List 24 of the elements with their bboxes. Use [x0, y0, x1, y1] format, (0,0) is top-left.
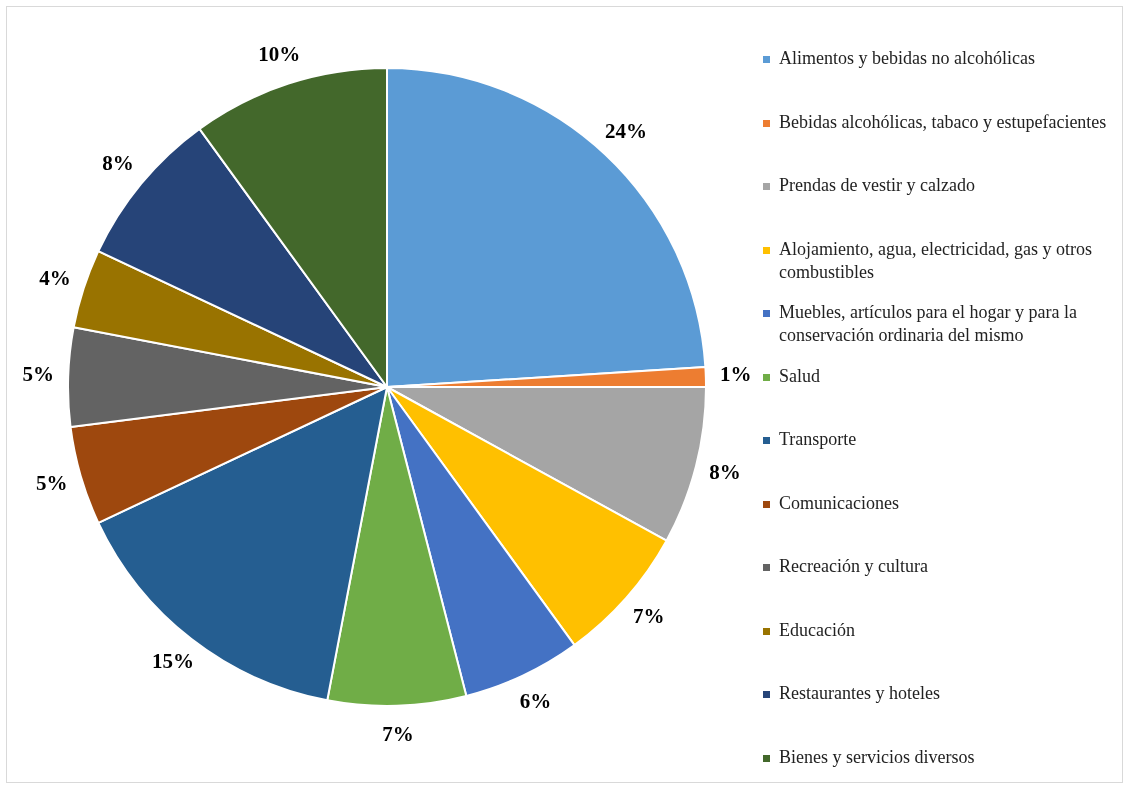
- legend-label: Alojamiento, agua, electricidad, gas y otros combustibles: [779, 237, 1093, 284]
- legend-label: Bienes y servicios diversos: [779, 745, 975, 769]
- legend-label: Prendas de vestir y calzado: [779, 174, 975, 197]
- data-label: 10%: [258, 41, 301, 66]
- legend-label: Muebles, artículos para el hogar y para la conservación ordinaria del mismo: [779, 301, 1078, 347]
- data-label: 6%: [519, 689, 552, 714]
- data-label: 15%: [152, 649, 195, 674]
- data-label: 8%: [102, 150, 134, 175]
- legend-label: Comunicaciones: [779, 491, 899, 515]
- data-label: 1%: [720, 362, 752, 387]
- data-label: 7%: [633, 604, 665, 629]
- legend-label: Transporte: [779, 428, 857, 451]
- legend-label: Recreación y cultura: [779, 555, 928, 578]
- legend-label: Educación: [779, 618, 855, 642]
- legend-label: Bebidas alcohólicas, tabaco y estupefacientes: [779, 110, 1107, 134]
- data-label: 4%: [39, 265, 71, 290]
- legend-label: Restaurantes y hoteles: [779, 682, 940, 705]
- legend-label: Alimentos y bebidas no alcohólicas: [779, 47, 1035, 70]
- data-label: 5%: [22, 362, 54, 387]
- data-label: 8%: [709, 460, 741, 485]
- legend-label: Salud: [779, 364, 821, 388]
- data-label: 5%: [36, 470, 68, 495]
- data-label: 7%: [382, 722, 414, 747]
- data-label: 24%: [604, 119, 647, 144]
